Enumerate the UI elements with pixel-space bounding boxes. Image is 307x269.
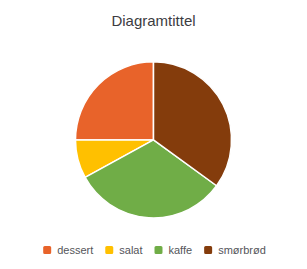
svg-text:kaffe: kaffe (168, 244, 192, 256)
svg-text:salat: salat (119, 244, 142, 256)
svg-text:smørbrød: smørbrød (218, 244, 266, 256)
svg-text:Diagramtittel: Diagramtittel (111, 12, 195, 29)
svg-text:dessert: dessert (57, 244, 93, 256)
